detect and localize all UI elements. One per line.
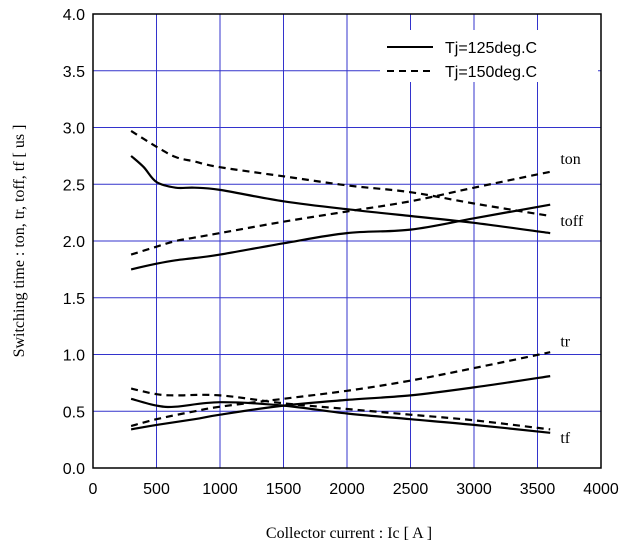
series-line-toff-tj125 — [130, 155, 551, 235]
x-tick-label: 1500 — [266, 481, 302, 498]
series-line-ton-tj125 — [130, 203, 551, 271]
tick-labels: 0 500 1000 1500 2000 2500 3000 3500 4000 0.0 0.5 1.… — [63, 7, 619, 498]
legend-label-tj150: Tj=150deg.C — [445, 64, 537, 81]
series-line-tr-tj150 — [130, 351, 551, 428]
curve-label-toff: toff — [560, 213, 583, 230]
legend-label-tj125: Tj=125deg.C — [445, 40, 537, 57]
x-tick-label: 2500 — [393, 481, 429, 498]
curve-label-tr: tr — [560, 334, 570, 351]
plot-frame — [92, 13, 602, 469]
y-tick-label: 4.0 — [63, 7, 85, 24]
y-tick-label: 1.0 — [63, 348, 85, 365]
x-tick-label: 4000 — [583, 481, 619, 498]
x-tick-label: 1000 — [202, 481, 238, 498]
y-tick-label: 2.5 — [63, 177, 85, 194]
y-tick-label: 1.5 — [63, 291, 85, 308]
series-line-tr-tj125 — [130, 375, 551, 431]
x-axis-title: Collector current : Ic [ A ] — [266, 525, 432, 542]
data-series — [130, 129, 551, 434]
y-tick-label: 3.0 — [63, 121, 85, 138]
y-tick-label: 3.5 — [63, 64, 85, 81]
legend: Tj=125deg.C Tj=150deg.C — [380, 30, 598, 82]
series-line-tf-tj150 — [130, 387, 551, 431]
series-line-toff-tj150 — [130, 129, 551, 218]
x-tick-label: 3500 — [520, 481, 556, 498]
curve-label-ton: ton — [560, 151, 580, 168]
y-axis-title: Switching time : ton, tr, toff, tf [ us … — [11, 125, 28, 358]
y-tick-label: 2.0 — [63, 234, 85, 251]
x-tick-label: 500 — [143, 481, 170, 498]
curve-annotations: ton toff tr tf — [560, 151, 583, 447]
legend-box — [380, 30, 598, 82]
x-tick-label: 2000 — [329, 481, 365, 498]
series-line-ton-tj150 — [130, 170, 551, 256]
x-tick-label: 3000 — [456, 481, 492, 498]
curve-label-tf: tf — [560, 430, 570, 447]
series-line-tf-tj125 — [130, 397, 551, 434]
y-tick-label: 0.0 — [63, 461, 85, 478]
y-tick-label: 0.5 — [63, 404, 85, 421]
x-tick-label: 0 — [89, 481, 98, 498]
